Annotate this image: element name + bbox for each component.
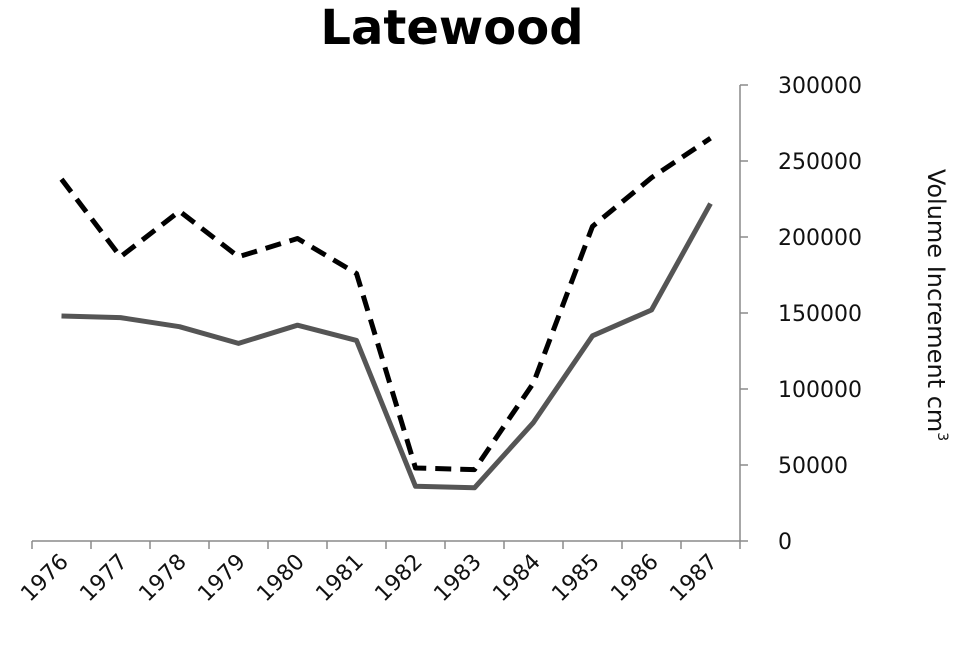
x-tick-label: 1983: [429, 550, 486, 607]
y-axis-label-group: Volume Increment cm3: [922, 169, 950, 441]
x-tick-label: 1977: [75, 550, 132, 607]
chart-title: Latewood: [320, 0, 583, 56]
x-tick-label: 1984: [488, 550, 545, 607]
y-axis-label-text: Volume Increment cm: [922, 169, 950, 432]
x-tick-label: 1987: [665, 550, 722, 607]
y-axis-label: Volume Increment cm3: [922, 169, 950, 441]
y-tick-label: 300000: [778, 74, 862, 99]
y-tick-label: 150000: [778, 302, 862, 327]
x-tick-label: 1978: [134, 550, 191, 607]
x-tick-label: 1982: [370, 550, 427, 607]
x-tick-label: 1985: [547, 550, 604, 607]
x-tick-label: 1980: [252, 550, 309, 607]
solid-series-line: [61, 202, 713, 491]
y-axis-label-superscript: 3: [934, 432, 950, 441]
y-tick-label: 200000: [778, 226, 862, 251]
x-tick-label: 1986: [606, 550, 663, 607]
y-tick-label: 50000: [778, 454, 848, 479]
x-tick-label: 1981: [311, 550, 368, 607]
dashed-series-line: [59, 136, 712, 473]
y-tick-label: 250000: [778, 150, 862, 175]
x-tick-label: 1979: [193, 550, 250, 607]
x-tick-label: 1976: [16, 550, 73, 607]
axes: 1976 1977 1978 1979 1980 1981 1982 1983 1984 1985…: [16, 74, 862, 607]
series-layer: [59, 136, 713, 491]
y-tick-label: 0: [778, 530, 792, 555]
y-tick-label: 100000: [778, 378, 862, 403]
